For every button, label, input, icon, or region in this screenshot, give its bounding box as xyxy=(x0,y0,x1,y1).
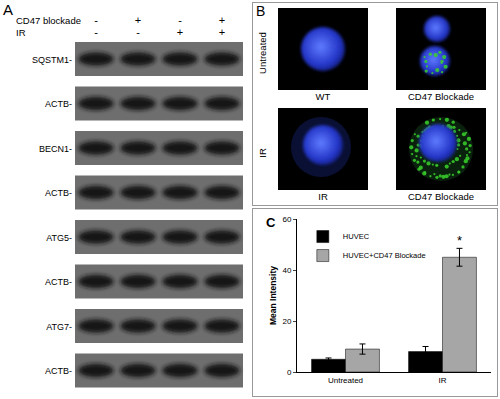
svg-text:-: - xyxy=(136,26,140,38)
svg-text:40: 40 xyxy=(282,266,291,275)
svg-text:Untreated: Untreated xyxy=(328,376,363,385)
svg-text:-: - xyxy=(94,26,98,38)
svg-text:ATG7-: ATG7- xyxy=(46,322,72,332)
svg-text:A: A xyxy=(3,1,13,18)
svg-text:-: - xyxy=(178,14,182,26)
svg-text:+: + xyxy=(177,26,183,38)
svg-text:C: C xyxy=(266,215,276,230)
svg-text:ATG5-: ATG5- xyxy=(46,233,72,243)
svg-text:CD47 Blockade: CD47 Blockade xyxy=(408,191,474,202)
svg-text:ACTB-: ACTB- xyxy=(45,99,72,109)
svg-text:CD47 blockade: CD47 blockade xyxy=(16,15,81,26)
svg-text:+: + xyxy=(219,26,225,38)
svg-text:IR: IR xyxy=(16,27,26,38)
svg-text:0: 0 xyxy=(287,368,292,377)
svg-text:SQSTM1-: SQSTM1- xyxy=(32,55,72,65)
svg-text:IR: IR xyxy=(257,148,268,158)
svg-text:IR: IR xyxy=(318,191,328,202)
svg-text:Mean Intensity: Mean Intensity xyxy=(268,266,278,325)
svg-text:WT: WT xyxy=(316,91,331,102)
svg-text:IR: IR xyxy=(439,376,447,385)
svg-text:ACTB-: ACTB- xyxy=(45,188,72,198)
svg-text:+: + xyxy=(135,14,141,26)
svg-text:*: * xyxy=(457,233,462,248)
svg-text:ACTB-: ACTB- xyxy=(45,277,72,287)
svg-text:HUVEC: HUVEC xyxy=(343,232,370,241)
svg-text:HUVEC+CD47 Blockade: HUVEC+CD47 Blockade xyxy=(343,251,426,260)
svg-text:Untreated: Untreated xyxy=(257,32,268,74)
svg-text:60: 60 xyxy=(282,215,291,224)
svg-text:CD47 Blockade: CD47 Blockade xyxy=(408,91,474,102)
svg-text:ACTB-: ACTB- xyxy=(45,366,72,376)
svg-text:-: - xyxy=(94,14,98,26)
svg-text:BECN1-: BECN1- xyxy=(39,144,72,154)
svg-text:B: B xyxy=(256,3,265,19)
svg-text:+: + xyxy=(219,14,225,26)
svg-text:20: 20 xyxy=(282,317,291,326)
